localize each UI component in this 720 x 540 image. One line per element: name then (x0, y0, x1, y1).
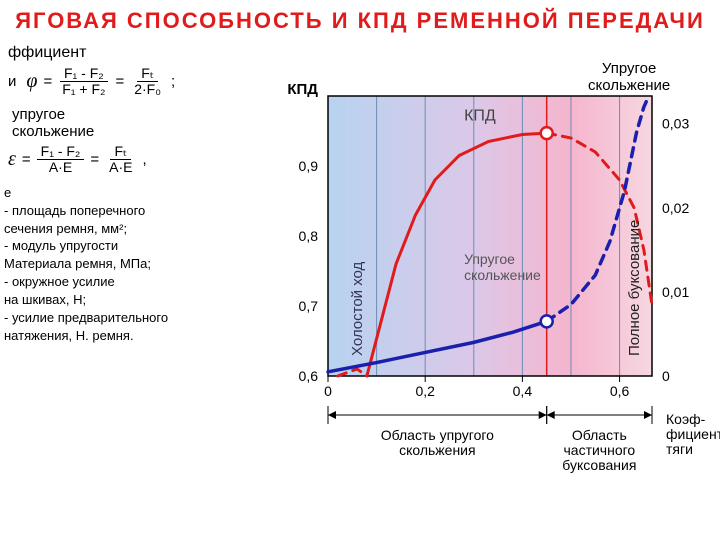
svg-text:буксования: буксования (562, 457, 636, 473)
svg-text:0,2: 0,2 (415, 383, 435, 399)
chart-svg: 0,6 0,7 0,8 0,9 КПД 0 0,01 0,02 0,03 0 0,2 0,4 0,6 КП… (272, 80, 712, 510)
svg-text:Коэф-: Коэф- (666, 411, 706, 427)
svg-text:Область упругого: Область упругого (381, 427, 494, 443)
svg-text:0,4: 0,4 (513, 383, 533, 399)
eq3: = (22, 151, 31, 168)
svg-text:0,03: 0,03 (662, 116, 689, 132)
eps-frac1-num: F₁ - F₂ (37, 144, 85, 160)
desc-row: на шкивах, Н; (4, 292, 255, 309)
phi-frac2-num: Fₜ (137, 66, 158, 82)
eps-symbol: ε (8, 148, 16, 171)
eq2: = (115, 73, 124, 90)
left-panel: ффициент и φ = F₁ - F₂ F₁ + F₂ = Fₜ 2·F₀… (0, 44, 255, 346)
subtitle: ффициент (8, 44, 255, 62)
svg-text:Упругое: Упругое (464, 251, 515, 267)
phi-frac1-num: F₁ - F₂ (60, 66, 108, 82)
phi-frac2-den: 2·F₀ (130, 82, 165, 97)
desc-row: - площадь поперечного (4, 203, 255, 220)
formula-phi: и φ = F₁ - F₂ F₁ + F₂ = Fₜ 2·F₀ ; (8, 66, 255, 96)
phi-frac2: Fₜ 2·F₀ (130, 66, 165, 96)
svg-text:0,6: 0,6 (610, 383, 630, 399)
svg-text:тяги: тяги (666, 441, 693, 457)
upr-sk-label: упругое скольжение (12, 106, 255, 140)
eps-frac2: Fₜ A·E (105, 144, 136, 174)
desc-e: е (4, 185, 255, 202)
svg-text:фициент: фициент (666, 426, 720, 442)
svg-text:Холостой ход: Холостой ход (349, 261, 366, 356)
eps-frac1: F₁ - F₂ A·E (37, 144, 85, 174)
desc-row: - окружное усилие (4, 274, 255, 291)
svg-text:0: 0 (324, 383, 332, 399)
eps-frac1-den: A·E (45, 160, 76, 175)
eps-frac2-num: Fₜ (110, 144, 131, 160)
desc-row: натяжения, Н. ремня. (4, 328, 255, 345)
desc-row: сечения ремня, мм²; (4, 221, 255, 238)
desc-row: - усилие предварительного (4, 310, 255, 327)
eq1: = (43, 73, 52, 90)
subtitle2: и (8, 73, 16, 90)
svg-text:КПД: КПД (287, 81, 318, 98)
svg-text:частичного: частичного (563, 442, 635, 458)
description-block: е - площадь поперечного сечения ремня, м… (4, 185, 255, 345)
svg-text:0,8: 0,8 (299, 228, 319, 244)
svg-text:0: 0 (662, 368, 670, 384)
svg-text:КПД: КПД (464, 108, 496, 125)
eps-frac2-den: A·E (105, 160, 136, 175)
desc-row: - модуль упругости (4, 238, 255, 255)
svg-text:0,01: 0,01 (662, 284, 689, 300)
eps-tail: , (142, 151, 146, 168)
phi-symbol: φ (26, 70, 37, 93)
phi-frac1-den: F₁ + F₂ (58, 82, 109, 97)
page-title: ЯГОВАЯ СПОСОБНОСТЬ И КПД РЕМЕННОЙ ПЕРЕДА… (0, 0, 720, 38)
phi-tail: ; (171, 73, 175, 90)
chart: 0,6 0,7 0,8 0,9 КПД 0 0,01 0,02 0,03 0 0,2 0,4 0,6 КП… (272, 80, 712, 510)
svg-text:скольжение: скольжение (464, 267, 541, 283)
svg-text:0,6: 0,6 (299, 368, 319, 384)
svg-text:0,7: 0,7 (299, 298, 319, 314)
phi-frac1: F₁ - F₂ F₁ + F₂ (58, 66, 109, 96)
svg-text:0,9: 0,9 (299, 158, 319, 174)
desc-row: Материала ремня, МПа; (4, 256, 255, 273)
svg-text:скольжения: скольжения (399, 442, 476, 458)
svg-text:Полное буксование: Полное буксование (626, 220, 643, 356)
svg-text:Область: Область (572, 427, 627, 443)
formula-eps: ε = F₁ - F₂ A·E = Fₜ A·E , (8, 144, 255, 174)
eq4: = (90, 151, 99, 168)
svg-text:0,02: 0,02 (662, 200, 689, 216)
